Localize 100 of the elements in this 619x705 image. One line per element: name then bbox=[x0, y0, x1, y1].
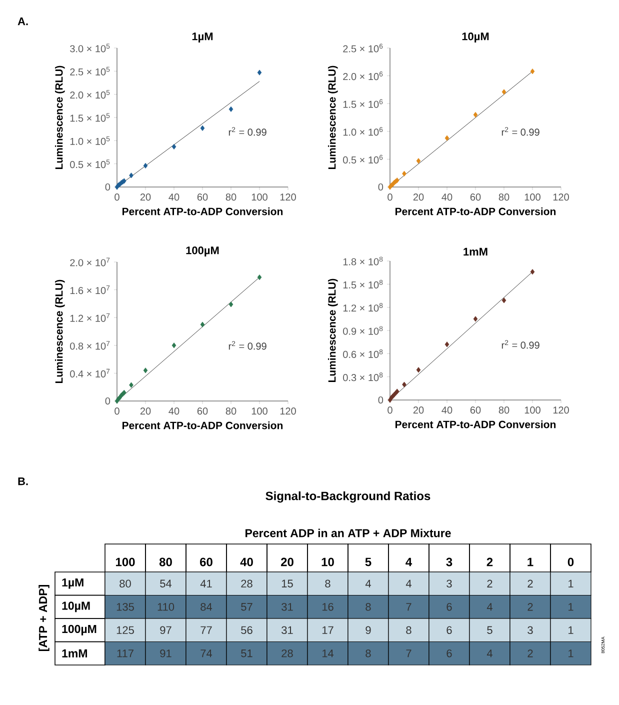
data-label: 1 bbox=[568, 626, 574, 634]
x-tick-label: 20 bbox=[413, 406, 424, 414]
data-label: 135 bbox=[116, 602, 134, 611]
data-label: 84 bbox=[200, 602, 212, 611]
x-axis-title: Percent ATP-to-ADP Conversion bbox=[395, 420, 556, 428]
data-label: 125 bbox=[116, 626, 134, 634]
data-label: 8 bbox=[406, 626, 412, 634]
y-tick-label: 1.0 × 10$^{5}$ bbox=[70, 136, 110, 145]
chart-title: 10µM bbox=[462, 32, 489, 42]
y-axis-title: Luminescence (RLU) bbox=[55, 280, 65, 384]
data-label: 51 bbox=[241, 650, 252, 658]
data-label: 8 bbox=[325, 580, 330, 588]
y-tick-label: 1µM bbox=[62, 578, 84, 589]
data-label: 4 bbox=[406, 580, 412, 588]
y-tick-label: 0.8 × 10$^{7}$ bbox=[70, 341, 110, 350]
y-tick-label: 10µM bbox=[62, 602, 90, 612]
y-tick-label: 1.2 × 10$^{7}$ bbox=[70, 313, 110, 322]
data-label: 7 bbox=[406, 603, 412, 611]
data-label: 2 bbox=[528, 650, 533, 658]
data-label: 7 bbox=[406, 650, 412, 658]
data-label: 31 bbox=[282, 602, 293, 611]
text: B. bbox=[18, 478, 28, 486]
data-label: 1 bbox=[568, 603, 574, 611]
y-tick-label: 0.4 × 10$^{7}$ bbox=[70, 368, 110, 378]
x-tick-label: 60 bbox=[470, 194, 481, 201]
annotation: r$^{2}$ = 0.99 bbox=[502, 127, 540, 136]
x-tick-label: 80 bbox=[226, 194, 236, 201]
x-tick-label: 120 bbox=[280, 408, 296, 415]
x-tick-label: 100 bbox=[252, 194, 268, 201]
data-label: 28 bbox=[282, 649, 293, 658]
x-tick-label: 80 bbox=[226, 408, 236, 415]
data-label: 1 bbox=[568, 580, 574, 588]
data-label: 54 bbox=[160, 580, 172, 588]
y-axis-title: Luminescence (RLU) bbox=[328, 66, 338, 170]
y-tick-label: 0.6 × 10$^{8}$ bbox=[343, 349, 383, 358]
x-axis-title: Percent ATP-to-ADP Conversion bbox=[122, 421, 283, 430]
x-tick-label: 120 bbox=[553, 194, 569, 201]
y-tick-label: 0 bbox=[105, 183, 110, 191]
y-tick-label: 1.2 × 10$^{8}$ bbox=[343, 303, 383, 312]
y-tick-label: 1mM bbox=[62, 649, 87, 658]
data-label: 4 bbox=[486, 603, 492, 611]
y-tick-label: 2.5 × 10$^{5}$ bbox=[70, 66, 110, 76]
data-label: 6 bbox=[446, 626, 452, 634]
x-tick-label: 40 bbox=[168, 194, 180, 201]
y-axis-title: [ATP + ADP] bbox=[38, 585, 50, 651]
x-tick-label: 120 bbox=[280, 194, 296, 201]
y-tick-label: 0 bbox=[105, 397, 110, 405]
x-tick-label: 60 bbox=[200, 558, 212, 566]
chart-title: Signal-to-Background Ratios bbox=[266, 491, 430, 503]
x-tick-label: 0 bbox=[388, 194, 392, 201]
y-axis-title: Luminescence (RLU) bbox=[328, 278, 338, 382]
y-tick-label: 100µM bbox=[62, 624, 96, 636]
x-tick-label: 100 bbox=[116, 558, 135, 566]
data-label: 14 bbox=[322, 650, 334, 658]
x-tick-label: 120 bbox=[553, 406, 569, 414]
y-tick-label: 2.5 × 10$^{6}$ bbox=[343, 44, 383, 52]
x-tick-label: 80 bbox=[498, 194, 510, 201]
data-label: 56 bbox=[241, 626, 252, 634]
y-tick-label: 1.6 × 10$^{7}$ bbox=[70, 286, 110, 294]
y-tick-label: 0.9 × 10$^{8}$ bbox=[343, 326, 383, 335]
data-label: 8 bbox=[366, 649, 371, 658]
data-label: 74 bbox=[200, 650, 212, 658]
data-label: 6 bbox=[446, 649, 452, 658]
chart-title: 100µM bbox=[186, 246, 219, 256]
x-tick-label: 0 bbox=[114, 408, 120, 415]
y-tick-label: 2.0 × 10$^{5}$ bbox=[70, 90, 110, 99]
data-label: 15 bbox=[282, 580, 293, 588]
x-tick-label: 0 bbox=[568, 558, 574, 566]
x-tick-label: 80 bbox=[498, 406, 510, 414]
x-tick-label: 60 bbox=[197, 194, 208, 201]
x-tick-label: 0 bbox=[388, 406, 392, 414]
annotation: r$^{2}$ = 0.99 bbox=[228, 341, 266, 350]
x-axis-title: Percent ATP-to-ADP Conversion bbox=[395, 207, 556, 216]
chart-title: 1mM bbox=[464, 248, 488, 256]
data-label: 3 bbox=[446, 580, 452, 588]
data-label: 41 bbox=[200, 580, 212, 588]
y-axis-title: Luminescence (RLU) bbox=[55, 66, 65, 170]
data-label: 3 bbox=[528, 626, 533, 634]
x-axis-title: Percent ADP in an ATP + ADP Mixture bbox=[246, 528, 451, 538]
y-tick-label: 0 bbox=[378, 183, 384, 191]
data-label: 2 bbox=[487, 580, 492, 588]
data-label: 2 bbox=[528, 580, 533, 588]
x-tick-label: 60 bbox=[197, 408, 208, 415]
data-label: 2 bbox=[528, 603, 533, 611]
data-label: 4 bbox=[486, 650, 492, 658]
data-label: 80 bbox=[120, 580, 131, 588]
x-tick-label: 3 bbox=[446, 558, 452, 566]
data-label: 31 bbox=[282, 626, 293, 634]
x-tick-label: 40 bbox=[442, 194, 452, 201]
y-tick-label: 1.8 × 10$^{8}$ bbox=[343, 256, 383, 266]
chart-title: 1µM bbox=[192, 32, 213, 42]
x-tick-label: 0 bbox=[114, 194, 120, 201]
data-label: 16 bbox=[322, 602, 334, 611]
x-tick-label: 2 bbox=[486, 558, 493, 566]
y-tick-label: 0.5 × 10$^{5}$ bbox=[70, 160, 110, 168]
data-label: 110 bbox=[158, 602, 174, 611]
data-label: 77 bbox=[200, 626, 212, 634]
data-label: 8 bbox=[366, 602, 371, 611]
data-label: 4 bbox=[365, 580, 371, 588]
x-tick-label: 40 bbox=[168, 408, 180, 415]
